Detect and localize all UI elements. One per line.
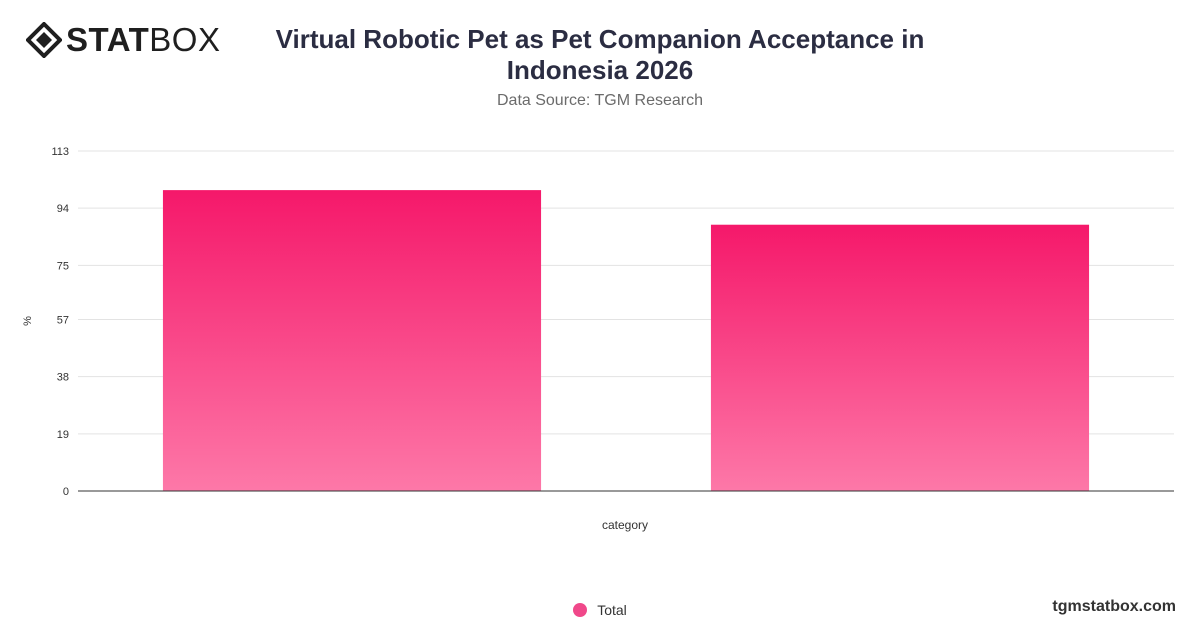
legend[interactable]: Total [0, 602, 1200, 618]
y-tick-label: 94 [57, 203, 69, 215]
x-axis-label: category [602, 518, 648, 532]
y-tick-label: 57 [57, 314, 69, 326]
bars [162, 190, 1090, 492]
y-tick-label: 19 [57, 429, 69, 441]
y-axis-ticks: 0 19 38 57 75 94 113 [51, 146, 69, 498]
y-tick-label: 38 [57, 372, 69, 384]
brand-name: STATBOX [66, 22, 220, 58]
y-tick-label: 75 [57, 260, 69, 272]
chart-title: Virtual Robotic Pet as Pet Companion Acc… [275, 24, 925, 85]
bar[interactable] [710, 224, 1090, 492]
legend-swatch [573, 603, 588, 617]
diamond-logo-icon [26, 22, 62, 58]
y-axis-label: % [22, 316, 34, 326]
y-tick-label: 113 [51, 146, 69, 158]
y-tick-label: 0 [63, 486, 69, 498]
brand-name-light: BOX [149, 21, 221, 58]
brand-logo: STATBOX [26, 22, 220, 58]
brand-name-bold: STAT [66, 21, 150, 58]
legend-label: Total [597, 602, 627, 618]
chart-subtitle: Data Source: TGM Research [496, 92, 703, 109]
site-url[interactable]: tgmstatbox.com [1052, 598, 1176, 615]
bar[interactable] [162, 190, 542, 491]
bar-chart: 0 19 38 57 75 94 113 % category [22, 146, 1174, 532]
